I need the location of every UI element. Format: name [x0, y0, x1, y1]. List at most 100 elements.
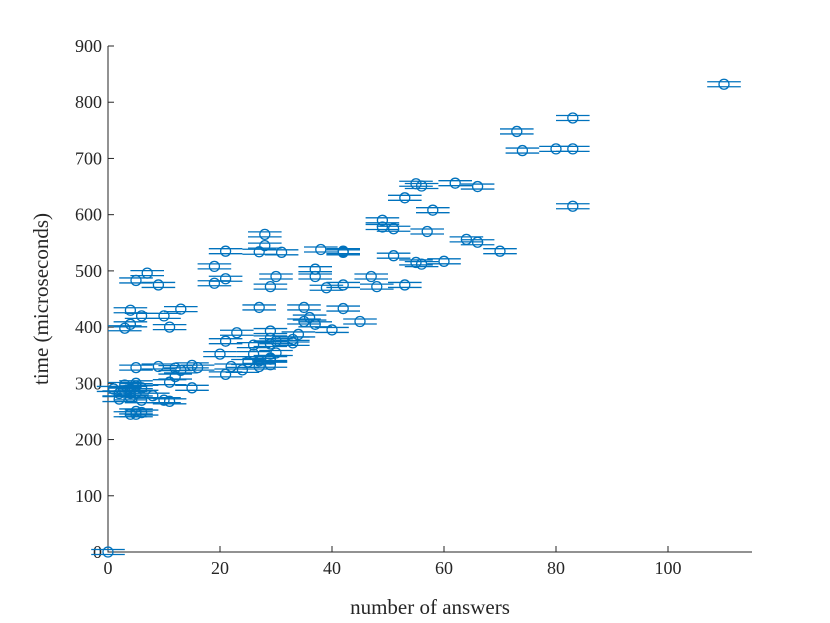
y-axis-label: time (microseconds) — [29, 213, 53, 385]
data-point — [147, 394, 181, 406]
data-point — [164, 303, 198, 315]
x-tick-label: 0 — [104, 558, 113, 578]
data-point — [360, 280, 394, 293]
point-marker — [247, 348, 260, 360]
data-point — [304, 243, 338, 256]
y-tick-label: 800 — [75, 92, 102, 112]
data-point — [287, 301, 321, 314]
y-tick-label: 700 — [75, 148, 102, 168]
y-tick-label: 100 — [75, 486, 102, 506]
point-marker — [175, 303, 187, 315]
data-point — [197, 260, 232, 273]
y-tick-label: 300 — [75, 373, 102, 393]
data-point — [556, 143, 590, 155]
point-marker — [135, 310, 148, 322]
point-marker — [113, 393, 125, 405]
point-marker — [511, 125, 523, 138]
data-point — [388, 279, 422, 291]
point-marker — [186, 382, 198, 394]
point-marker — [567, 112, 579, 124]
point-marker — [219, 245, 232, 257]
data-point — [326, 302, 360, 315]
point-marker — [264, 353, 277, 365]
data-point — [298, 270, 332, 283]
point-marker — [208, 277, 221, 289]
point-marker — [567, 143, 579, 155]
x-axis-ticks: 0 20 40 60 80 100 — [104, 546, 682, 578]
point-marker — [399, 279, 411, 291]
point-marker — [253, 301, 265, 314]
data-point — [253, 325, 288, 337]
point-marker — [253, 246, 265, 258]
data-point — [253, 359, 288, 371]
data-point — [208, 245, 243, 257]
y-tick-label: 900 — [75, 36, 102, 56]
y-tick-label: 0 — [93, 542, 102, 562]
point-marker — [219, 335, 232, 347]
point-marker — [415, 180, 428, 192]
point-marker — [141, 267, 153, 279]
point-marker — [219, 273, 232, 285]
data-point — [500, 125, 534, 138]
data-point — [180, 361, 215, 374]
data-point — [141, 360, 176, 373]
point-marker — [270, 347, 282, 359]
point-marker — [387, 223, 400, 235]
plot-area: 0 20 40 60 80 100 0 100 200 300 400 500 600 700 800 90… — [75, 36, 752, 578]
point-marker — [376, 214, 389, 226]
data-point — [242, 301, 276, 314]
point-marker — [516, 144, 529, 157]
point-marker — [169, 370, 181, 383]
point-marker — [124, 318, 137, 330]
data-point — [427, 255, 461, 267]
x-tick-label: 60 — [435, 558, 453, 578]
data-point — [119, 408, 153, 420]
data-point — [376, 223, 411, 235]
data-point — [208, 273, 243, 285]
point-marker — [337, 245, 349, 257]
point-marker — [163, 395, 176, 407]
data-point — [175, 382, 209, 394]
data-point — [91, 546, 125, 558]
point-marker — [270, 335, 282, 347]
data-point — [203, 348, 237, 360]
data-point — [326, 279, 360, 291]
data-point — [438, 177, 472, 189]
y-axis-ticks: 0 100 200 300 400 500 600 700 800 900 — [75, 36, 114, 562]
point-marker — [124, 304, 137, 316]
data-point — [119, 361, 153, 374]
data-point — [152, 395, 187, 407]
point-marker — [152, 360, 165, 373]
x-axis-label: number of answers — [350, 595, 510, 619]
point-marker — [214, 348, 226, 360]
data-point — [259, 347, 293, 359]
data-point — [248, 239, 282, 252]
point-marker — [130, 361, 142, 374]
data-point — [141, 279, 176, 291]
point-marker — [130, 408, 142, 420]
x-tick-label: 20 — [211, 558, 229, 578]
point-marker — [259, 239, 271, 252]
y-tick-label: 400 — [75, 317, 102, 337]
data-point — [707, 78, 741, 90]
point-marker — [326, 324, 338, 336]
point-marker — [449, 177, 461, 189]
point-marker — [287, 337, 299, 349]
point-marker — [718, 78, 730, 90]
point-marker — [371, 280, 383, 293]
point-marker — [264, 280, 277, 293]
point-marker — [550, 143, 562, 155]
data-point — [298, 263, 332, 275]
data-point — [158, 370, 192, 383]
point-marker — [259, 228, 271, 240]
y-tick-label: 500 — [75, 261, 102, 281]
point-marker — [147, 390, 159, 402]
data-point — [365, 221, 400, 233]
point-marker — [309, 270, 321, 283]
data-point — [460, 236, 495, 248]
data-point — [253, 280, 288, 293]
data-point — [343, 315, 377, 328]
point-marker — [494, 245, 506, 257]
data-point — [259, 270, 293, 283]
